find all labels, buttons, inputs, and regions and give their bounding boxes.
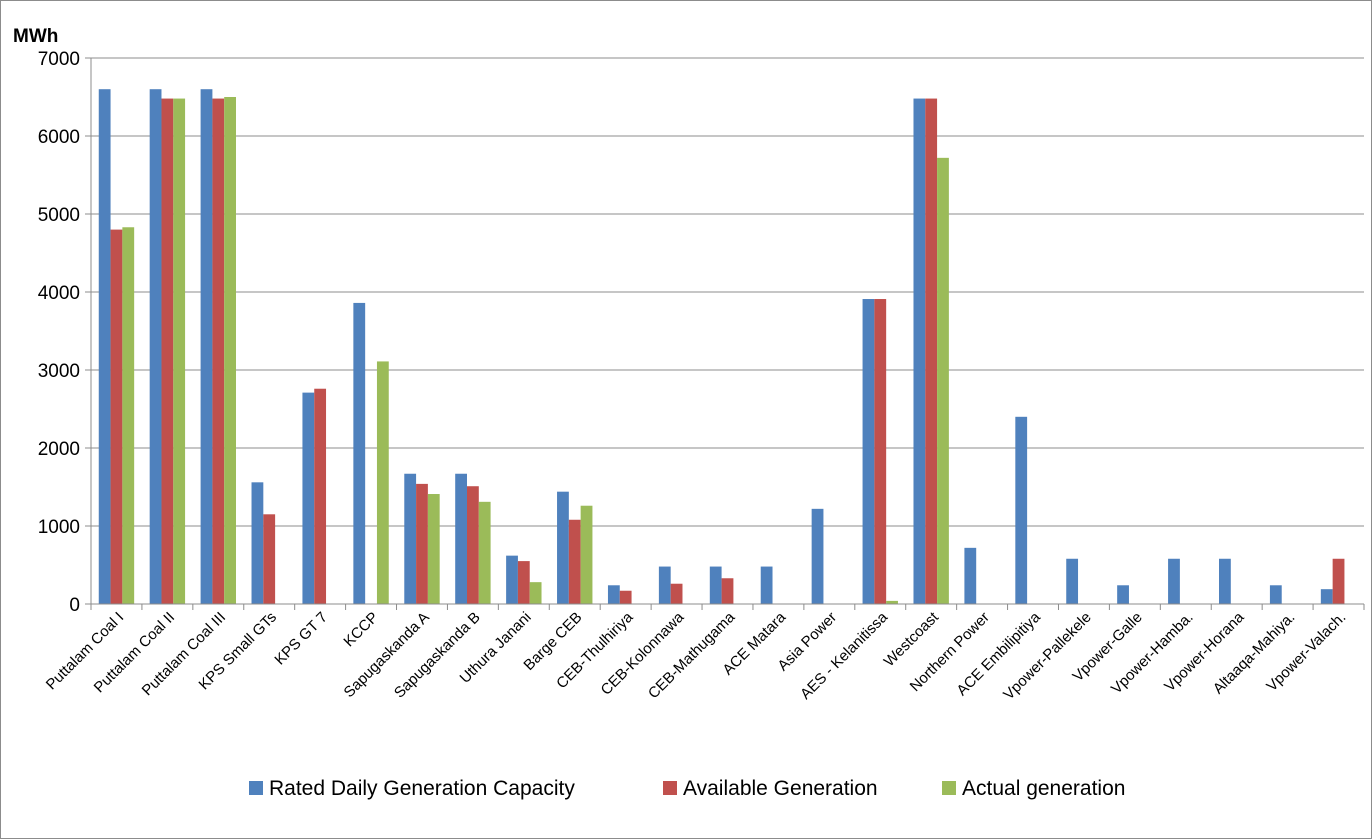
y-tick-label: 6000 (38, 127, 80, 148)
bar (200, 89, 213, 604)
bar (314, 388, 327, 604)
bar (467, 486, 479, 604)
legend: Rated Daily Generation Capacity Available… (249, 777, 1125, 800)
bar (302, 392, 315, 604)
y-tick-label: 5000 (38, 205, 80, 226)
bar (173, 98, 186, 604)
bar (376, 361, 389, 604)
x-category-label: Sapugaskanda B (391, 609, 484, 702)
bar (811, 508, 824, 604)
bar (913, 98, 926, 604)
y-tick-label: 3000 (38, 361, 80, 382)
bar (760, 566, 773, 604)
bar (416, 483, 428, 604)
bar (925, 98, 938, 604)
bar (212, 98, 225, 604)
bar (580, 505, 593, 604)
bar (161, 98, 174, 604)
bar (149, 89, 162, 604)
bar (1168, 558, 1180, 604)
bar (1332, 558, 1345, 604)
bar (251, 482, 264, 604)
x-category-label: Vpower-Pallekele (1000, 609, 1095, 704)
bar (122, 227, 135, 604)
bar (886, 600, 898, 604)
bar (670, 583, 683, 604)
legend-label: Rated Daily Generation Capacity (269, 777, 575, 800)
bar (862, 299, 875, 604)
bar (517, 561, 530, 604)
bar (1269, 585, 1282, 604)
bar (721, 578, 734, 604)
bar (1219, 558, 1231, 604)
legend-swatch (942, 781, 956, 795)
y-tick-label: 0 (69, 595, 80, 616)
x-category-label: AES - Kelanitissa (797, 608, 891, 702)
y-tick-label: 7000 (38, 49, 80, 70)
bar (568, 519, 581, 604)
bar (1117, 585, 1129, 604)
bar (353, 302, 366, 604)
bar (557, 491, 569, 604)
bar (506, 555, 518, 604)
bar (529, 582, 542, 604)
x-category-label: KPS GT 7 (271, 609, 331, 669)
y-tick-label: 4000 (38, 283, 80, 304)
bar (455, 473, 467, 604)
bar (404, 473, 417, 604)
bar (1320, 589, 1333, 604)
bar (478, 501, 491, 604)
bar (709, 566, 722, 604)
bar (263, 514, 276, 604)
bar (110, 229, 123, 604)
bar (658, 566, 671, 604)
bar (224, 97, 236, 604)
bar (937, 157, 949, 604)
bar (98, 89, 111, 604)
bar (1015, 416, 1028, 604)
x-category-label: CEB-Mathugama (645, 608, 739, 702)
y-axis-unit-label: MWh (13, 26, 58, 47)
x-category-label: Sapugaskanda A (341, 609, 433, 701)
legend-label: Actual generation (962, 777, 1125, 800)
legend-swatch (663, 781, 677, 795)
bar (619, 590, 632, 604)
bar (1066, 558, 1079, 604)
bar (427, 494, 440, 604)
bars (98, 89, 1345, 604)
bar (607, 585, 620, 604)
gridlines (91, 57, 1364, 527)
y-tick-label: 2000 (38, 439, 80, 460)
bar (874, 299, 887, 604)
bar (964, 547, 977, 604)
y-tick-label: 1000 (38, 517, 80, 538)
legend-label: Available Generation (683, 777, 878, 800)
legend-swatch (249, 781, 263, 795)
x-category-label: KCCP (340, 609, 381, 650)
